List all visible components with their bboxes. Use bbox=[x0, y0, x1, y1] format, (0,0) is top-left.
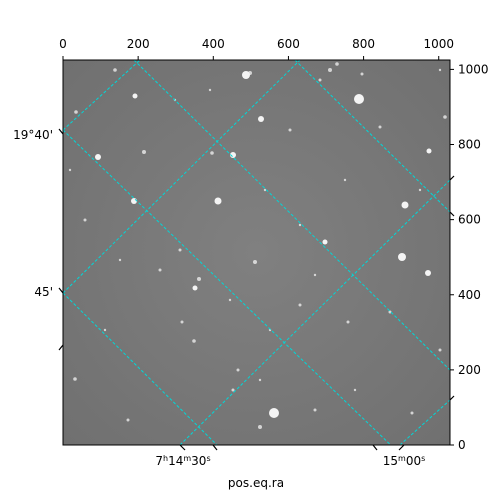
star bbox=[230, 152, 236, 158]
star bbox=[328, 68, 332, 72]
star bbox=[74, 110, 78, 114]
star bbox=[228, 298, 232, 302]
top-tick-label: 0 bbox=[59, 37, 67, 51]
star bbox=[335, 62, 339, 66]
top-tick-label: 600 bbox=[277, 37, 300, 51]
coordinate-grid bbox=[63, 60, 450, 445]
star bbox=[142, 150, 146, 154]
star bbox=[95, 154, 101, 160]
top-tick-label: 1000 bbox=[423, 37, 454, 51]
star bbox=[214, 197, 222, 205]
grid-line bbox=[399, 399, 450, 445]
dec-axis-ticks bbox=[58, 128, 455, 401]
star bbox=[410, 411, 414, 415]
star bbox=[401, 201, 409, 209]
star bbox=[192, 285, 198, 291]
star bbox=[103, 328, 107, 332]
star bbox=[438, 68, 442, 72]
right-tick-label: 0 bbox=[458, 438, 466, 452]
star bbox=[322, 239, 328, 245]
star bbox=[418, 188, 422, 192]
star bbox=[208, 88, 212, 92]
ra-tick-label-1: 7h14m30s bbox=[155, 454, 210, 468]
dec-tick-label-2: 45' bbox=[34, 285, 53, 299]
grid-line bbox=[133, 60, 450, 371]
star bbox=[73, 377, 77, 381]
star bbox=[263, 188, 267, 192]
right-tick-label: 600 bbox=[458, 213, 481, 227]
star bbox=[313, 273, 317, 277]
ra-axis-ticks bbox=[179, 444, 405, 451]
star bbox=[258, 425, 262, 429]
ra-tick-label-2: 15m00s bbox=[383, 454, 426, 468]
star bbox=[288, 128, 292, 132]
top-pixel-axis: 0 200 400 600 800 1000 bbox=[59, 37, 454, 60]
grid-line bbox=[63, 292, 218, 445]
grid-line bbox=[63, 60, 141, 131]
star bbox=[353, 388, 357, 392]
star bbox=[83, 218, 87, 222]
grid-line bbox=[63, 60, 301, 294]
star bbox=[354, 94, 364, 104]
right-tick-label: 1000 bbox=[458, 62, 489, 76]
star bbox=[343, 178, 347, 182]
star bbox=[253, 260, 257, 264]
star bbox=[236, 368, 240, 372]
star bbox=[378, 125, 382, 129]
star bbox=[346, 320, 350, 324]
right-tick-label: 400 bbox=[458, 288, 481, 302]
top-tick-label: 800 bbox=[352, 37, 375, 51]
right-pixel-axis: 0 200 400 600 800 1000 bbox=[450, 62, 489, 452]
star bbox=[425, 270, 431, 276]
star bbox=[298, 303, 302, 307]
star bbox=[68, 168, 72, 172]
star bbox=[269, 408, 279, 418]
right-tick-label: 200 bbox=[458, 363, 481, 377]
x-axis-label: pos.eq.ra bbox=[228, 476, 284, 490]
star bbox=[318, 78, 322, 82]
star bbox=[113, 68, 117, 72]
star bbox=[258, 116, 264, 122]
star bbox=[118, 258, 122, 262]
star bbox=[197, 277, 201, 281]
top-tick-label: 400 bbox=[202, 37, 225, 51]
dec-tick-label-1: 19°40' bbox=[13, 128, 53, 142]
star bbox=[126, 418, 130, 422]
grid-line bbox=[294, 60, 450, 213]
right-tick-label: 800 bbox=[458, 138, 481, 152]
star bbox=[360, 72, 364, 76]
star bbox=[231, 388, 235, 392]
star bbox=[210, 151, 214, 155]
star bbox=[438, 348, 442, 352]
star bbox=[426, 148, 432, 154]
star bbox=[258, 378, 262, 382]
plot-frame bbox=[62, 59, 451, 446]
grid-line bbox=[179, 179, 450, 445]
grid-line bbox=[63, 129, 392, 445]
star bbox=[158, 268, 162, 272]
star bbox=[192, 339, 196, 343]
star bbox=[178, 248, 182, 252]
star bbox=[132, 93, 138, 99]
top-tick-label: 200 bbox=[127, 37, 150, 51]
star bbox=[388, 310, 392, 314]
star bbox=[180, 320, 184, 324]
star bbox=[398, 253, 406, 261]
star bbox=[313, 408, 317, 412]
star bbox=[298, 223, 302, 227]
star bbox=[131, 198, 137, 204]
image-background bbox=[63, 60, 450, 445]
star bbox=[443, 115, 447, 119]
star bbox=[248, 71, 252, 75]
